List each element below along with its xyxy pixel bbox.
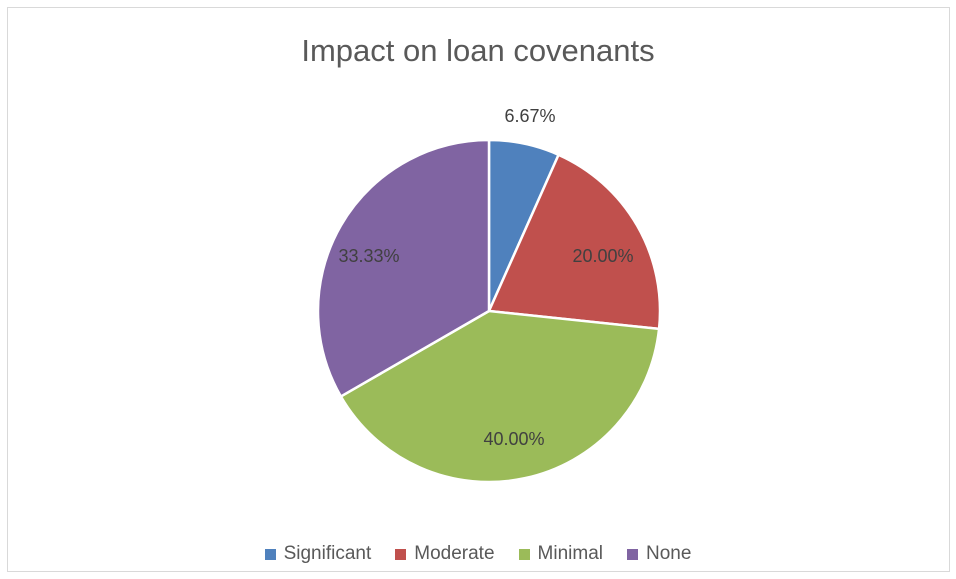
legend-label-none: None bbox=[645, 543, 692, 564]
legend-swatch-significant bbox=[264, 548, 276, 560]
legend: Significant Moderate Minimal None bbox=[0, 543, 956, 565]
pie-slice-minimal bbox=[339, 309, 661, 484]
pie-slices bbox=[316, 138, 662, 484]
pie-data-labels: 6.67% 20.00% 40.00% 33.33% bbox=[338, 106, 633, 449]
legend-item-minimal: Minimal bbox=[518, 543, 603, 565]
legend-item-none: None bbox=[626, 543, 692, 565]
legend-label-significant: Significant bbox=[283, 543, 372, 564]
legend-item-moderate: Moderate bbox=[395, 543, 495, 565]
data-label-minimal: 40.00% bbox=[483, 429, 544, 449]
pie-slice-none bbox=[316, 138, 491, 399]
legend-swatch-moderate bbox=[395, 548, 407, 560]
legend-label-minimal: Minimal bbox=[537, 543, 603, 564]
legend-label-moderate: Moderate bbox=[414, 543, 495, 564]
legend-swatch-none bbox=[626, 548, 638, 560]
pie-slice-moderate bbox=[487, 153, 662, 331]
data-label-none: 33.33% bbox=[338, 246, 399, 266]
legend-swatch-minimal bbox=[518, 548, 530, 560]
legend-item-significant: Significant bbox=[264, 543, 372, 565]
chart-title: Impact on loan covenants bbox=[301, 33, 655, 68]
data-label-significant: 6.67% bbox=[504, 106, 555, 126]
data-label-moderate: 20.00% bbox=[572, 246, 633, 266]
